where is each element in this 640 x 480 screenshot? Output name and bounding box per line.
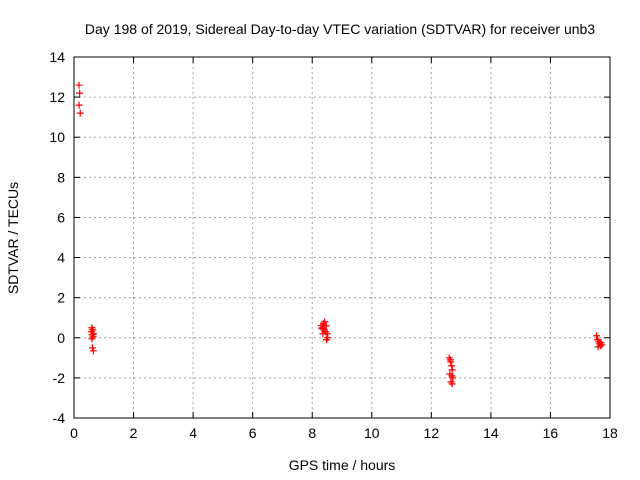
plot-frame [73, 56, 611, 419]
y-tick-label: -2 [53, 370, 66, 386]
x-tick-label: 6 [249, 425, 257, 441]
data-point-marker [323, 336, 331, 344]
y-tick-label: 10 [49, 129, 65, 145]
y-tick-label: 12 [49, 89, 65, 105]
x-tick-label: 16 [543, 425, 559, 441]
y-tick-label: 14 [49, 49, 65, 65]
data-point-marker [448, 372, 456, 380]
data-point-marker [448, 380, 456, 388]
chart-title: Day 198 of 2019, Sidereal Day-to-day VTE… [85, 21, 595, 37]
data-point-marker [76, 109, 84, 117]
data-point-marker [319, 330, 327, 338]
data-point-marker [88, 344, 96, 352]
data-point-marker [76, 89, 84, 97]
y-tick-label: 8 [57, 169, 65, 185]
x-axis-label: GPS time / hours [289, 457, 396, 473]
data-point-marker [321, 318, 329, 326]
x-tick-label: 4 [189, 425, 197, 441]
data-point-marker [598, 341, 606, 349]
data-point-marker [448, 366, 456, 374]
y-tick-label: 6 [57, 209, 65, 225]
grid-lines [74, 57, 610, 418]
x-tick-label: 0 [70, 425, 78, 441]
data-point-marker [594, 343, 602, 351]
data-point-marker [89, 347, 97, 355]
x-tick-label: 14 [483, 425, 499, 441]
y-tick-label: 4 [57, 250, 65, 266]
data-point-marker [593, 332, 601, 340]
data-point-marker [322, 322, 330, 330]
data-point-marker [88, 335, 96, 343]
x-tick-label: 18 [602, 425, 618, 441]
data-point-marker [75, 81, 83, 89]
x-tick-label: 8 [308, 425, 316, 441]
y-axis-label: SDTVAR / TECUs [5, 182, 21, 294]
x-tick-label: 2 [130, 425, 138, 441]
x-tick-label: 10 [364, 425, 380, 441]
data-point-marker [318, 325, 326, 333]
data-point-marker [446, 356, 454, 364]
y-tick-label: 2 [57, 290, 65, 306]
y-tick-label: 0 [57, 330, 65, 346]
x-tick-label: 12 [424, 425, 440, 441]
data-points [75, 81, 606, 388]
y-tick-label: -4 [53, 410, 66, 426]
data-point-marker [75, 101, 83, 109]
axis-ticks: 0 2 4 6 8 10 12 14 16 18 -4 -2 0 2 4 6 8 10 12 14 [49, 49, 618, 441]
